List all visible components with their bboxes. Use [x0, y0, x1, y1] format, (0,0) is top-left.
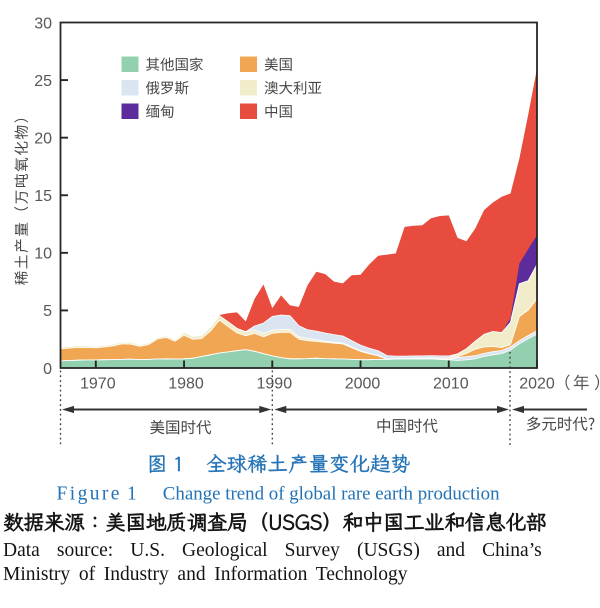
svg-text:2000: 2000 — [345, 376, 381, 393]
svg-text:2010: 2010 — [433, 376, 469, 393]
svg-text:15: 15 — [34, 188, 52, 205]
svg-text:Ministry of Industry and Infor: Ministry of Industry and Information Tec… — [3, 564, 408, 585]
svg-text:30: 30 — [34, 15, 52, 32]
svg-text:2020: 2020 — [519, 376, 555, 393]
svg-text:5: 5 — [43, 303, 52, 320]
svg-text:1980: 1980 — [168, 376, 204, 393]
svg-text:Figure: Figure — [57, 484, 122, 505]
svg-text:10: 10 — [34, 246, 52, 263]
svg-text:1970: 1970 — [80, 376, 116, 393]
svg-text:Data source: U.S. Geological S: Data source: U.S. Geological Survey (USG… — [3, 540, 542, 561]
svg-text:1990: 1990 — [257, 376, 293, 393]
svg-text:0: 0 — [43, 361, 52, 378]
svg-text:20: 20 — [34, 131, 52, 148]
svg-text:Change trend of global rare ea: Change trend of global rare earth produc… — [163, 484, 500, 505]
svg-text:25: 25 — [34, 73, 52, 90]
svg-text:1: 1 — [127, 484, 137, 505]
